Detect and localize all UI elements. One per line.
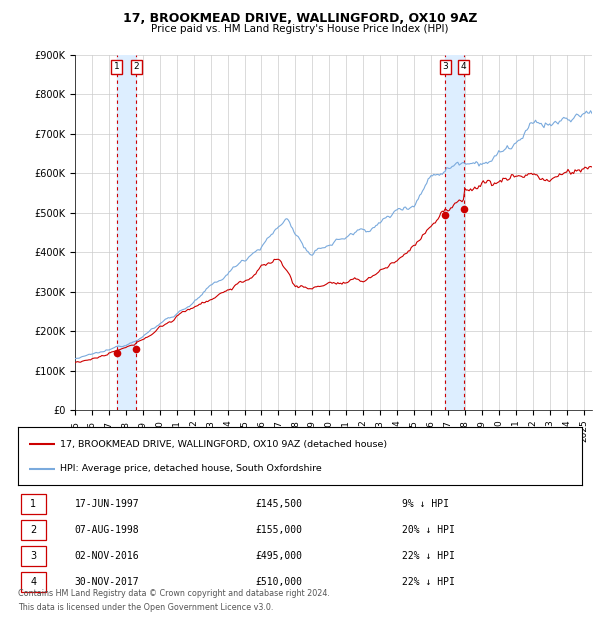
FancyBboxPatch shape [21, 546, 46, 566]
Text: 20% ↓ HPI: 20% ↓ HPI [401, 525, 454, 535]
Text: 4: 4 [30, 577, 36, 587]
Text: 3: 3 [442, 63, 448, 71]
Bar [116, 55, 136, 410]
Text: 17, BROOKMEAD DRIVE, WALLINGFORD, OX10 9AZ: 17, BROOKMEAD DRIVE, WALLINGFORD, OX10 9… [123, 12, 477, 25]
Text: £495,000: £495,000 [255, 551, 302, 561]
Text: Contains HM Land Registry data © Crown copyright and database right 2024.: Contains HM Land Registry data © Crown c… [18, 589, 330, 598]
Text: This data is licensed under the Open Government Licence v3.0.: This data is licensed under the Open Gov… [18, 603, 274, 612]
Text: Price paid vs. HM Land Registry's House Price Index (HPI): Price paid vs. HM Land Registry's House … [151, 24, 449, 33]
Bar [445, 55, 464, 410]
Text: 9% ↓ HPI: 9% ↓ HPI [401, 499, 449, 509]
Text: £145,500: £145,500 [255, 499, 302, 509]
Text: HPI: Average price, detached house, South Oxfordshire: HPI: Average price, detached house, Sout… [60, 464, 322, 473]
Text: 17-JUN-1997: 17-JUN-1997 [74, 499, 139, 509]
Text: 22% ↓ HPI: 22% ↓ HPI [401, 551, 454, 561]
Text: 30-NOV-2017: 30-NOV-2017 [74, 577, 139, 587]
Text: 3: 3 [30, 551, 36, 561]
Text: 4: 4 [461, 63, 466, 71]
Text: 07-AUG-1998: 07-AUG-1998 [74, 525, 139, 535]
Text: 1: 1 [30, 499, 36, 509]
Text: £155,000: £155,000 [255, 525, 302, 535]
Text: 1: 1 [114, 63, 119, 71]
Text: 2: 2 [133, 63, 139, 71]
Text: £510,000: £510,000 [255, 577, 302, 587]
FancyBboxPatch shape [21, 494, 46, 514]
FancyBboxPatch shape [21, 520, 46, 540]
Text: 02-NOV-2016: 02-NOV-2016 [74, 551, 139, 561]
Text: 17, BROOKMEAD DRIVE, WALLINGFORD, OX10 9AZ (detached house): 17, BROOKMEAD DRIVE, WALLINGFORD, OX10 9… [60, 440, 388, 449]
Text: 2: 2 [30, 525, 37, 535]
Text: 22% ↓ HPI: 22% ↓ HPI [401, 577, 454, 587]
FancyBboxPatch shape [21, 572, 46, 592]
